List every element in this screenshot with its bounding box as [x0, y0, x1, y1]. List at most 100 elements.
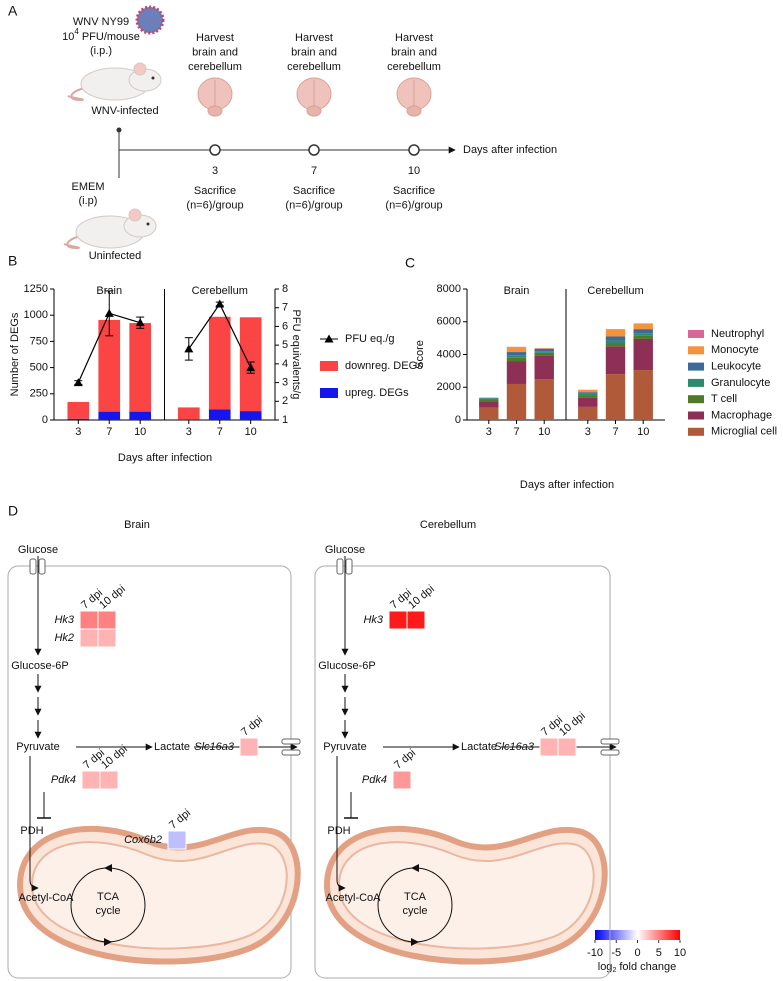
dose-unit: PFU/mouse [82, 31, 140, 43]
dose-exponent: 4 [74, 27, 79, 36]
colorbar-label-rest: fold change [619, 961, 676, 973]
bar-segment [208, 316, 231, 410]
gene-label: Pdk4 [51, 774, 76, 786]
arrow [29, 756, 39, 892]
x-tick-label: 3 [75, 426, 81, 438]
route-label: (i.p.) [90, 45, 112, 57]
transporter [600, 749, 620, 756]
y-tick-label: 4000 [437, 348, 461, 360]
y2-tick-label: 7 [282, 302, 288, 314]
brain-stem [207, 105, 223, 117]
x-tick-label: 7 [217, 426, 223, 438]
mouse-icon [67, 62, 162, 102]
virus-icon [135, 5, 165, 35]
bar-segment [633, 338, 653, 371]
panel-title: Cerebellum [420, 519, 476, 531]
colorbar-tick-label: 5 [656, 947, 662, 959]
dose-label: 104 PFU/mouse [62, 27, 140, 43]
panel-label: B [8, 253, 17, 269]
bar-segment [208, 409, 231, 420]
brain-icon [197, 77, 233, 117]
bar-segment [479, 398, 499, 400]
x-tick-label: 3 [486, 426, 492, 438]
panel-title: Brain [124, 519, 150, 531]
timepoint-node [209, 144, 221, 156]
y-tick-label: 0 [42, 414, 48, 426]
legend-label: upreg. DEGs [345, 387, 409, 399]
heatmap-cell [406, 610, 426, 630]
bar-segment [506, 383, 527, 420]
legend-swatch [320, 361, 338, 371]
virus-label: WNV NY99 [73, 16, 129, 28]
metabolite: Pyruvate [16, 741, 59, 753]
gene-label: Hk3 [363, 614, 383, 626]
bar-segment [605, 329, 626, 337]
y-tick-label: 500 [30, 362, 48, 374]
bar-segment [506, 352, 527, 356]
bar-segment [177, 419, 200, 420]
day-label: 3 [212, 165, 218, 177]
legend-swatch [324, 334, 334, 343]
harvest-label: brain and [192, 46, 238, 58]
y2-tick-label: 6 [282, 320, 288, 332]
timeline-node [116, 127, 122, 133]
tca-arrowhead [411, 864, 419, 872]
bar-segment [534, 355, 554, 380]
cell-outline [314, 565, 611, 979]
legend-swatch [688, 378, 704, 387]
y2-tick-label: 2 [282, 395, 288, 407]
bar-segment [479, 399, 499, 402]
gene-label: Hk2 [54, 632, 74, 644]
legend-label: downreg. DEGs [345, 360, 423, 372]
group-label: WNV-infected [91, 105, 158, 117]
bar-segment [605, 340, 626, 344]
heatmap-cell [99, 770, 119, 790]
metabolite: Glucose-6P [318, 660, 375, 672]
transporter [336, 558, 344, 575]
colorbar-tick-label: -10 [587, 947, 603, 959]
y-tick-label: 2000 [437, 381, 461, 393]
heatmap-cell [539, 737, 559, 757]
column-label: 7 dpi [239, 714, 265, 739]
legend-swatch [688, 330, 704, 338]
y-tick-label: 250 [30, 388, 48, 400]
timeline-label: Days after infection [463, 144, 557, 156]
x-tick-label: 3 [186, 426, 192, 438]
bar-segment [239, 411, 262, 420]
y-tick-label: 6000 [437, 316, 461, 328]
mitochondrion-inner [337, 841, 595, 950]
metabolite: Lactate [461, 741, 497, 753]
legend-swatch [688, 411, 704, 420]
x-tick-label: 10 [134, 426, 146, 438]
y2-tick-label: 1 [282, 414, 288, 426]
bar-segment [605, 346, 626, 375]
harvest-label: brain and [391, 46, 437, 58]
heatmap-cell [79, 628, 99, 648]
bar-segment [605, 343, 626, 347]
timepoint-node [408, 144, 420, 156]
bar-segment [67, 401, 90, 419]
brain-stem [406, 105, 422, 117]
bar-segment [605, 336, 626, 341]
legend-label: Granulocyte [711, 377, 770, 389]
x-tick-label: 10 [538, 426, 550, 438]
y-tick-label: 8000 [437, 283, 461, 295]
legend-label: PFU eq./g [345, 333, 395, 345]
tca-label: TCA [404, 891, 427, 903]
x-axis-label: Days after infection [520, 479, 614, 491]
metabolite: Lactate [154, 741, 190, 753]
gene-label: Hk3 [54, 614, 74, 626]
bar-segment [578, 406, 598, 420]
column-label: 10 dpi [406, 583, 437, 611]
bar-segment [506, 357, 527, 362]
y2-tick-label: 5 [282, 339, 288, 351]
bar-segment [633, 370, 653, 420]
tca-label: TCA [97, 891, 120, 903]
heatmap-cell [97, 610, 117, 630]
brain-icon [296, 77, 332, 117]
bar-segment [578, 389, 598, 393]
mouse-icon [63, 208, 157, 250]
line-marker [73, 378, 83, 387]
